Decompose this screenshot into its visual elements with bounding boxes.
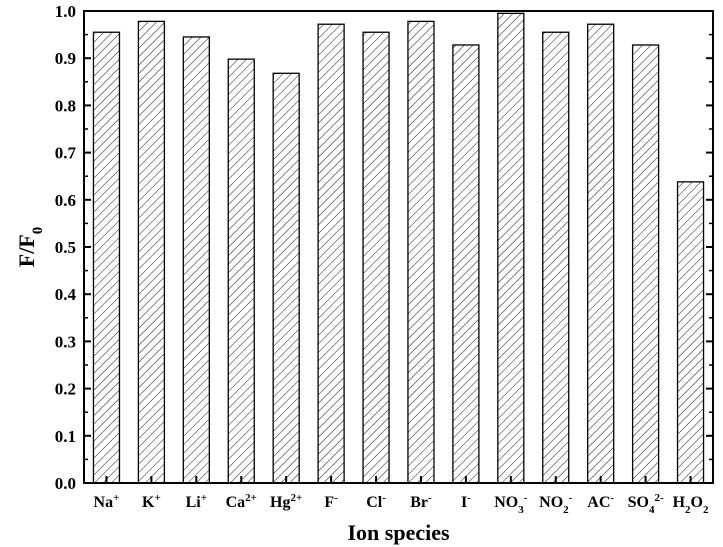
bar-4 — [272, 72, 300, 484]
x-tick-label: H2O2 — [673, 494, 709, 516]
bar-6 — [362, 31, 390, 484]
bar-11 — [587, 23, 615, 484]
x-tick-label: Hg2+ — [270, 492, 302, 511]
y-tick-label: 0.8 — [55, 96, 76, 115]
x-axis-title: Ion species — [347, 520, 450, 545]
bar-8 — [452, 44, 480, 484]
y-tick-label: 1.0 — [55, 2, 76, 21]
x-tick-label: NO3- — [494, 492, 527, 516]
bar-2 — [182, 36, 210, 484]
x-tick-label: I- — [461, 492, 471, 511]
bar-5 — [317, 23, 345, 484]
bar-13 — [676, 181, 705, 484]
bar-12 — [631, 44, 660, 484]
x-tick-label: Cl- — [366, 492, 386, 511]
bar-7 — [407, 20, 435, 484]
y-tick-label: 0.3 — [55, 332, 76, 351]
x-tick-label: SO42- — [628, 492, 664, 516]
x-tick-label: NO2- — [539, 492, 573, 516]
bars-layer — [92, 12, 705, 484]
bar-3 — [227, 58, 255, 484]
x-tick-label: Li+ — [186, 492, 207, 511]
bar-0 — [92, 31, 121, 484]
axis-layer — [83, 10, 714, 484]
y-tick-label: 0.6 — [55, 191, 76, 210]
plot-frame — [83, 10, 714, 484]
x-tick-label: Ca2+ — [226, 492, 257, 511]
y-tick-label: 0.1 — [55, 427, 76, 446]
bar-10 — [542, 31, 570, 484]
y-tick-label: 0.2 — [55, 380, 76, 399]
x-tick-label: K+ — [142, 492, 161, 511]
y-tick-label: 0.9 — [55, 49, 76, 68]
bar-1 — [137, 20, 166, 484]
x-tick-label: Br- — [410, 492, 432, 511]
x-tick-label: AC- — [587, 492, 614, 511]
x-tick-label: F- — [324, 492, 338, 511]
y-tick-label: 0.4 — [55, 285, 77, 304]
x-tick-label: Na+ — [94, 492, 120, 511]
y-tick-label: 0.7 — [55, 144, 77, 163]
bar-9 — [497, 12, 525, 484]
y-axis-title: F/F0 — [14, 227, 46, 268]
y-tick-label: 0.0 — [55, 474, 76, 493]
labels-layer: 0.0 0.1 0.2 0.3 0.4 0.5 0.6 0.7 0.8 0.9 1.0 Na+ K+ Li… — [14, 2, 709, 545]
y-tick-label: 0.5 — [55, 238, 76, 257]
